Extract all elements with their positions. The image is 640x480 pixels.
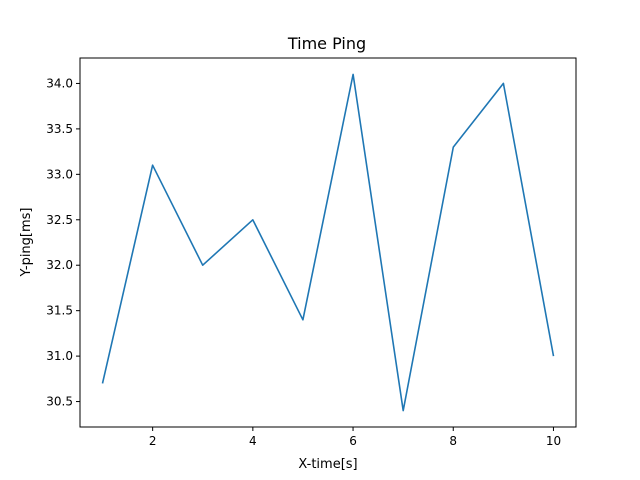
- x-tick-label: 10: [546, 434, 561, 448]
- y-tick-label: 31.0: [46, 349, 73, 363]
- y-tick-label: 31.5: [46, 304, 73, 318]
- y-axis-label: Y-ping[ms]: [19, 207, 34, 277]
- x-axis-label: X-time[s]: [298, 457, 357, 472]
- plot-frame: [79, 57, 577, 428]
- y-tick-label: 34.0: [46, 76, 73, 90]
- x-tick-label: 2: [149, 434, 157, 448]
- x-tick-label: 8: [449, 434, 457, 448]
- x-tick-label: 6: [349, 434, 357, 448]
- chart-title: Time Ping: [287, 34, 366, 53]
- x-tick-label: 4: [249, 434, 257, 448]
- axis-ticks: 2 4 6 8 10 30.5 31.0 31.5 32.0 32.5 33.0 33.5 34.0: [46, 76, 561, 448]
- y-tick-label: 32.0: [46, 258, 73, 272]
- y-tick-label: 30.5: [46, 395, 73, 409]
- y-tick-label: 33.5: [46, 122, 73, 136]
- y-tick-label: 32.5: [46, 213, 73, 227]
- series-line: [101, 73, 555, 412]
- y-tick-label: 33.0: [46, 167, 73, 181]
